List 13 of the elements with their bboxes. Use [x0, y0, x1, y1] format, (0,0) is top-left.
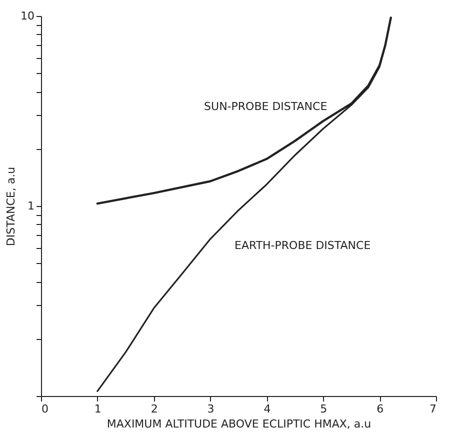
x-tick-label: 4 — [264, 402, 271, 416]
x-tick-label: 5 — [320, 402, 328, 416]
x-tick-label: 0 — [42, 402, 48, 416]
y-axis-title: DISTANCE, a.u — [4, 166, 18, 246]
x-tick-label: 3 — [207, 402, 214, 416]
y-tick-label: 10 — [20, 10, 34, 22]
x-tick-label: 7 — [430, 402, 436, 416]
x-axis-title: MAXIMUM ALTITUDE ABOVE ECLIPTIC HMAX, a.u — [106, 418, 372, 430]
x-tick-label: 1 — [94, 402, 102, 416]
x-tick-label: 2 — [150, 402, 158, 416]
x-tick-label: 6 — [376, 402, 384, 416]
series-label: EARTH-PROBE DISTANCE — [234, 239, 371, 252]
series-label: SUN-PROBE DISTANCE — [204, 100, 328, 114]
